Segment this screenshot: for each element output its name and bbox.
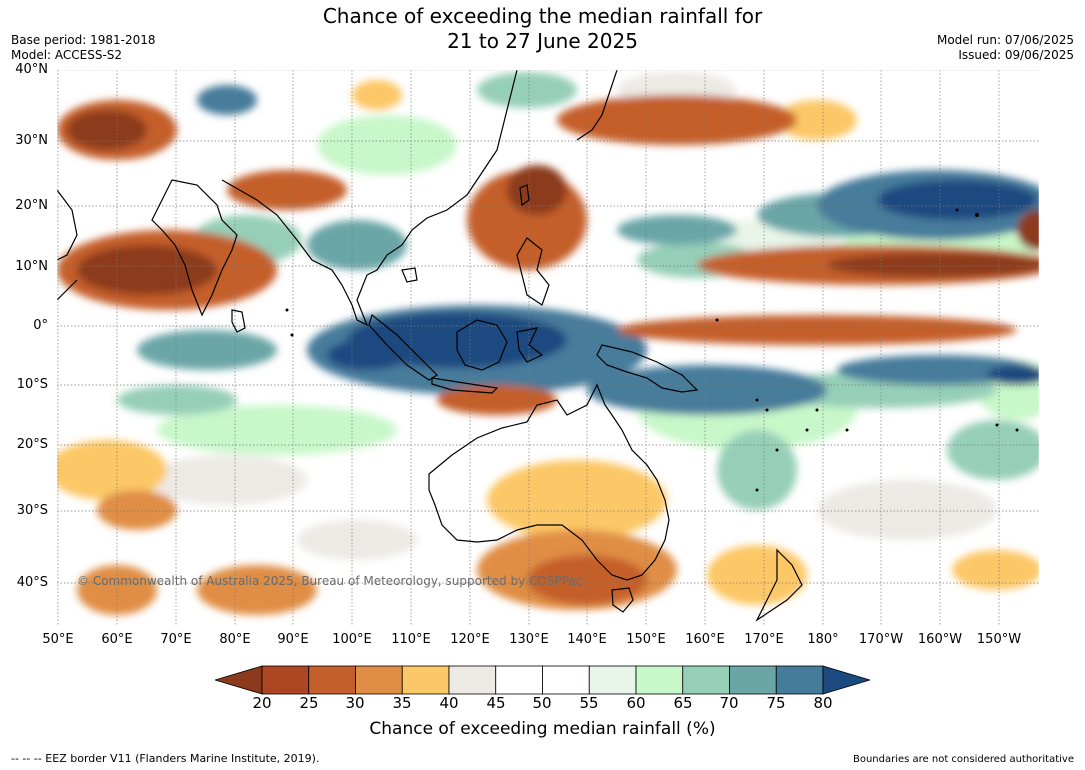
lon-label-120e: 120°E bbox=[450, 632, 490, 647]
lon-label-130e: 130°E bbox=[509, 632, 549, 647]
lat-label-20n: 20°N bbox=[15, 198, 48, 213]
colorbar-label: Chance of exceeding median rainfall (%) bbox=[369, 719, 716, 739]
model-name: Model: ACCESS-S2 bbox=[11, 48, 123, 62]
meta-left: Base period: 1981-2018 Model: ACCESS-S2 bbox=[11, 33, 156, 63]
rainfall-field bbox=[57, 72, 1039, 615]
coastlines bbox=[57, 70, 803, 622]
lat-label-40s: 40°S bbox=[16, 575, 48, 590]
colorbar-tick-30: 30 bbox=[345, 694, 365, 712]
colorbar-cell bbox=[635, 665, 684, 695]
philippines-coastline bbox=[516, 237, 550, 306]
colorbar-cell bbox=[729, 665, 777, 695]
lat-label-30n: 30°N bbox=[15, 133, 48, 148]
colorbar-cell bbox=[822, 665, 870, 695]
colorbar-tick-35: 35 bbox=[392, 694, 412, 712]
colorbar-cell bbox=[261, 665, 310, 695]
java-coastline bbox=[431, 377, 499, 394]
lon-label-170e: 170°E bbox=[744, 632, 784, 647]
africa-horn-coastline bbox=[57, 279, 78, 301]
australia-coastline bbox=[428, 383, 670, 581]
colorbar-cell bbox=[355, 665, 403, 695]
colorbar-cell bbox=[495, 665, 543, 695]
colorbar-tick-55: 55 bbox=[579, 694, 599, 712]
model-run-date: Model run: 07/06/2025 bbox=[936, 33, 1074, 47]
sumatra-coastline bbox=[368, 313, 438, 381]
colorbar-cell bbox=[308, 665, 356, 695]
india-coastline bbox=[151, 179, 238, 317]
colorbar-cell bbox=[401, 665, 450, 695]
colorbar-tick-60: 60 bbox=[626, 694, 646, 712]
colorbar-tick-75: 75 bbox=[766, 694, 786, 712]
graticule bbox=[57, 70, 1039, 625]
colorbar-cell bbox=[542, 665, 590, 695]
colorbar-tick-80: 80 bbox=[813, 694, 833, 712]
map-title-line2: 21 to 27 June 2025 bbox=[447, 29, 638, 53]
lon-label-180: 180° bbox=[807, 632, 839, 647]
lon-label-140e: 140°E bbox=[567, 632, 607, 647]
rainfall-map bbox=[57, 70, 1039, 625]
colorbar-tick-65: 65 bbox=[673, 694, 693, 712]
colorbar-tick-20: 20 bbox=[252, 694, 272, 712]
lat-label-20s: 20°S bbox=[16, 437, 48, 452]
lat-label-equator: 0° bbox=[33, 318, 48, 333]
se-asia-coastline bbox=[221, 70, 518, 327]
lon-label-150e: 150°E bbox=[626, 632, 666, 647]
colorbar-tick-70: 70 bbox=[719, 694, 739, 712]
lon-label-160w: 160°W bbox=[917, 632, 963, 647]
lon-label-60e: 60°E bbox=[101, 632, 133, 647]
taiwan-coastline bbox=[519, 184, 530, 207]
map-title: Chance of exceeding the median rainfall … bbox=[0, 4, 1085, 54]
lon-label-70e: 70°E bbox=[160, 632, 192, 647]
colorbar-tick-50: 50 bbox=[532, 694, 552, 712]
sri-lanka-coastline bbox=[231, 309, 246, 333]
lon-label-160e: 160°E bbox=[685, 632, 725, 647]
meta-right: Model run: 07/06/2025 Issued: 09/06/2025 bbox=[937, 33, 1074, 63]
colorbar-cell bbox=[215, 665, 263, 695]
colorbar-cells bbox=[215, 665, 870, 695]
arabia-coastline bbox=[57, 189, 78, 261]
hainan-coastline bbox=[401, 267, 418, 283]
japan-coastline bbox=[576, 70, 618, 141]
lon-label-50e: 50°E bbox=[42, 632, 74, 647]
tasmania-coastline bbox=[611, 587, 634, 613]
lat-label-10s: 10°S bbox=[16, 377, 48, 392]
lon-label-90e: 90°E bbox=[277, 632, 309, 647]
eez-border-note: -- -- -- EEZ border V11 (Flanders Marine… bbox=[11, 752, 320, 765]
issued-date: Issued: 09/06/2025 bbox=[958, 48, 1074, 62]
boundaries-disclaimer: Boundaries are not considered authoritat… bbox=[852, 754, 1074, 765]
base-period: Base period: 1981-2018 bbox=[11, 33, 156, 47]
colorbar bbox=[215, 665, 870, 695]
lon-label-110e: 110°E bbox=[391, 632, 431, 647]
pacific-islands bbox=[285, 208, 1019, 492]
colorbar-cell bbox=[682, 665, 730, 695]
colorbar-tick-25: 25 bbox=[299, 694, 319, 712]
lon-label-150w: 150°W bbox=[976, 632, 1022, 647]
lat-label-10n: 10°N bbox=[15, 259, 48, 274]
copyright-notice: © Commonwealth of Australia 2025, Bureau… bbox=[77, 574, 583, 588]
colorbar-tick-40: 40 bbox=[439, 694, 459, 712]
sulawesi-coastline bbox=[516, 327, 544, 363]
lon-label-170w: 170°W bbox=[858, 632, 904, 647]
colorbar-cell bbox=[588, 665, 637, 695]
map-title-line1: Chance of exceeding the median rainfall … bbox=[322, 4, 763, 28]
colorbar-tick-45: 45 bbox=[486, 694, 506, 712]
lat-label-40n: 40°N bbox=[15, 62, 48, 77]
lon-label-100e: 100°E bbox=[332, 632, 372, 647]
colorbar-cell bbox=[448, 665, 497, 695]
new-guinea-coastline bbox=[596, 344, 699, 393]
borneo-coastline bbox=[456, 319, 508, 371]
lat-label-30s: 30°S bbox=[16, 503, 48, 518]
new-zealand-coastline bbox=[755, 548, 803, 622]
colorbar-cell bbox=[775, 665, 824, 695]
lon-label-80e: 80°E bbox=[219, 632, 251, 647]
